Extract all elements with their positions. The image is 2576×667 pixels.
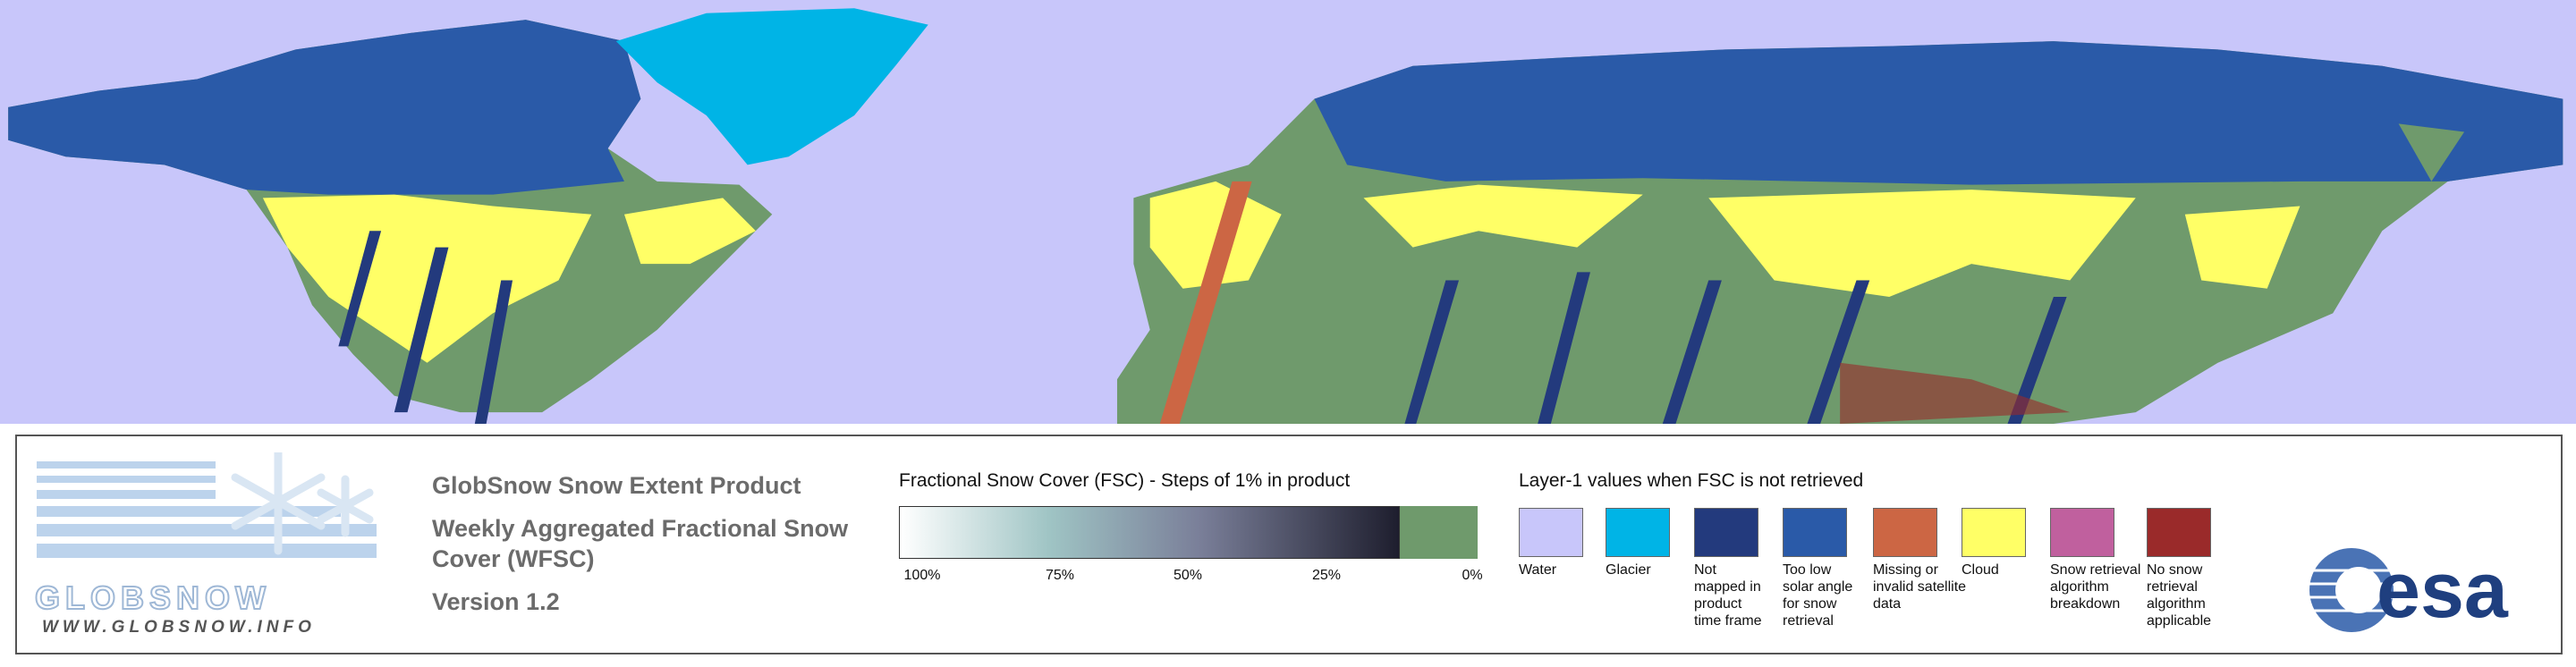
agency-name: esa — [2377, 545, 2509, 634]
legend-swatch — [1783, 508, 1847, 557]
legend-swatch — [1962, 508, 2026, 557]
legend-swatch — [1519, 508, 1583, 557]
legend-label: Missing or invalid satellite data — [1873, 562, 1967, 612]
legend-panel: GLOBSNOW WWW.GLOBSNOW.INFO GlobSnow Snow… — [15, 435, 2563, 654]
legend-swatch — [1606, 508, 1670, 557]
fsc-tick-label: 75% — [1045, 568, 1075, 583]
fsc-title: Fractional Snow Cover (FSC) - Steps of 1… — [899, 470, 1351, 491]
legend-swatch — [1694, 508, 1758, 557]
logo-url: WWW.GLOBSNOW.INFO — [42, 618, 316, 637]
snow-map — [0, 0, 2576, 424]
product-version: Version 1.2 — [432, 588, 560, 615]
fsc-tick-label: 25% — [1311, 568, 1342, 583]
globsnow-logo — [37, 452, 377, 558]
legend-label: Too low solar angle for snow retrieval — [1783, 562, 1853, 629]
fsc-tick-label: 50% — [1173, 568, 1203, 583]
fsc-tick-label: 100% — [903, 568, 941, 583]
esa-logo: esa — [2309, 545, 2509, 634]
legend-label: Cloud — [1962, 562, 1999, 578]
legend-label: Glacier — [1606, 562, 1651, 578]
legend-swatch — [1873, 508, 1937, 557]
product-title: GlobSnow Snow Extent Product — [432, 472, 801, 499]
legend-label: Water — [1519, 562, 1557, 578]
layer1-title: Layer-1 values when FSC is not retrieved — [1519, 470, 1864, 491]
legend-swatch — [2147, 508, 2211, 557]
legend-label: Snow retrieval algorithm breakdown — [2050, 562, 2141, 612]
fsc-zero-swatch — [1400, 506, 1478, 559]
fsc-tick-label: 0% — [1462, 568, 1483, 583]
legend-swatch — [2050, 508, 2114, 557]
fsc-gradient — [899, 506, 1400, 559]
logo-name: GLOBSNOW — [34, 578, 271, 617]
product-subtitle: Weekly Aggregated Fractional Snow Cover … — [432, 515, 849, 572]
legend-label: Not mapped in product time frame — [1694, 562, 1762, 629]
legend-label: No snow retrieval algorithm applicable — [2147, 562, 2212, 629]
